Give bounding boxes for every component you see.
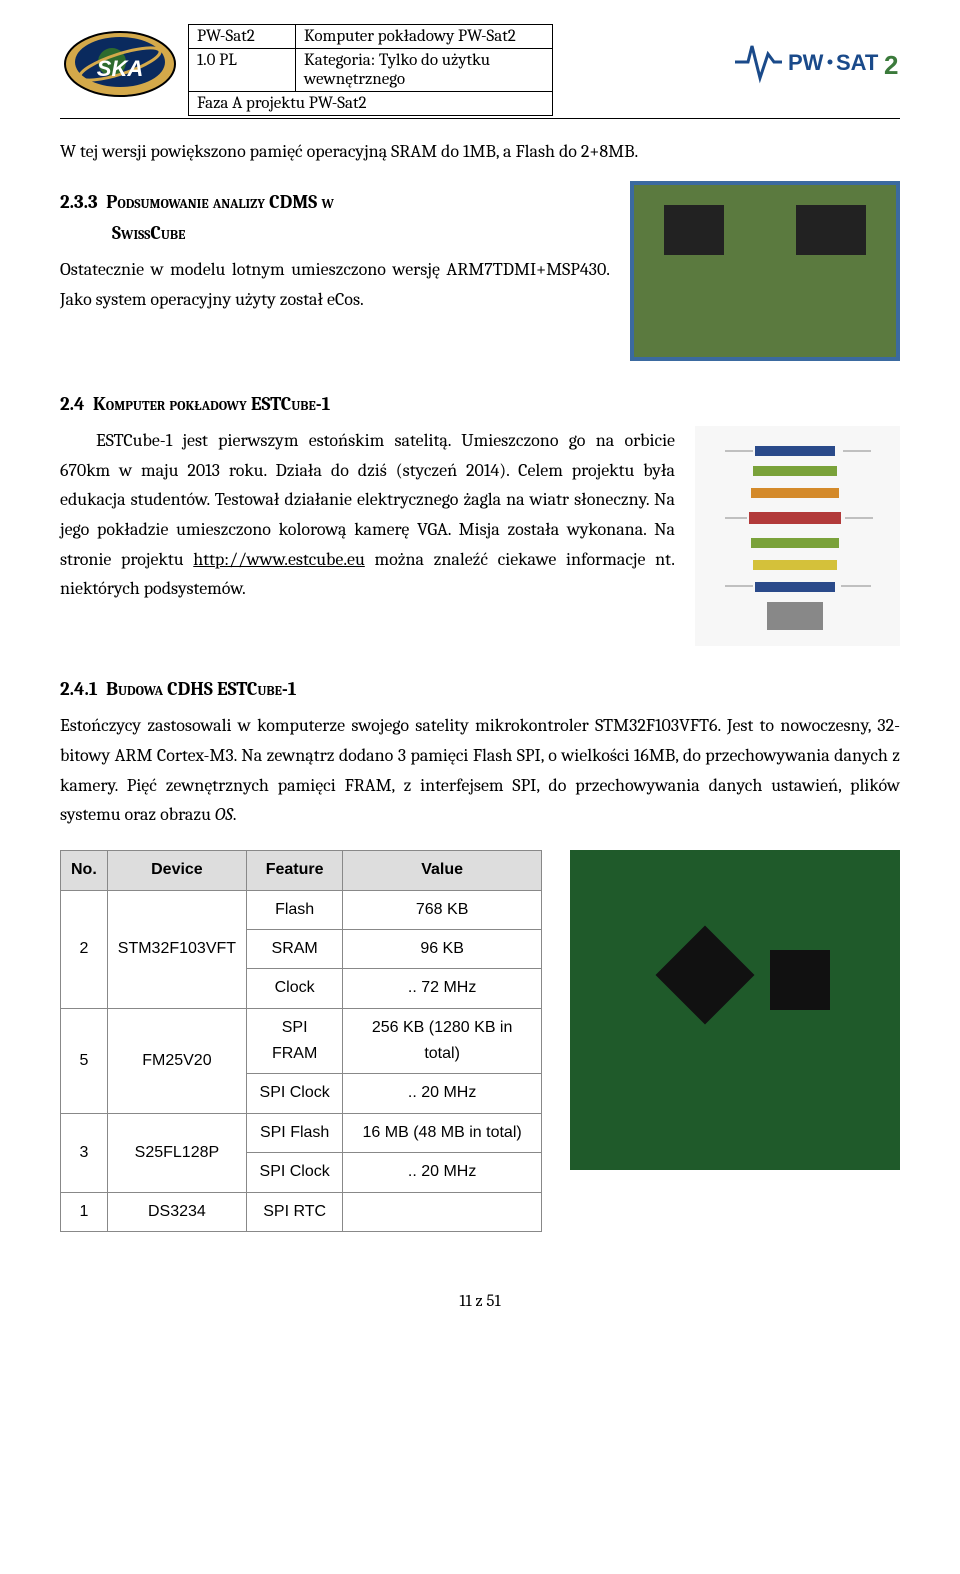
svg-text:2: 2 xyxy=(884,50,898,80)
section-title: Budowa CDHS ESTCube-1 xyxy=(106,678,297,700)
device-table: No. Device Feature Value 2STM32F103VFTFl… xyxy=(60,850,542,1232)
hdr-cell: Faza A projektu PW-Sat2 xyxy=(189,92,553,116)
pwsat-logo: PW SAT 2 xyxy=(730,32,900,92)
table-cell-no: 5 xyxy=(61,1008,108,1113)
hdr-cell: Komputer pokładowy PW-Sat2 xyxy=(296,25,553,49)
table-header: No. xyxy=(61,851,108,890)
hdr-cell: PW-Sat2 xyxy=(189,25,296,49)
table-cell-feature: SPI Flash xyxy=(247,1113,343,1152)
page-number: 11 z 51 xyxy=(60,1292,900,1311)
section-title: Komputer pokładowy ESTCube-1 xyxy=(93,393,330,415)
svg-text:PW: PW xyxy=(788,50,824,75)
table-header: Device xyxy=(107,851,246,890)
table-cell-feature: SPI Clock xyxy=(247,1153,343,1192)
section-number: 2.4.1 xyxy=(60,678,98,700)
estcube-exploded-diagram xyxy=(695,426,900,646)
svg-text:SAT: SAT xyxy=(836,50,879,75)
table-cell-device: STM32F103VFT xyxy=(107,890,246,1008)
table-cell-no: 1 xyxy=(61,1192,108,1231)
table-header: Feature xyxy=(247,851,343,890)
table-header: Value xyxy=(343,851,542,890)
table-cell-value xyxy=(343,1192,542,1231)
swisscube-board-image xyxy=(630,181,900,361)
table-cell-device: DS3234 xyxy=(107,1192,246,1231)
section-241-text: Estończycy zastosowali w komputerze swoj… xyxy=(60,711,900,830)
svg-text:SKA: SKA xyxy=(97,56,143,81)
section-number: 2.4 xyxy=(60,393,85,415)
table-cell-value: .. 72 MHz xyxy=(343,969,542,1008)
estcube-link[interactable]: http://www.estcube.eu xyxy=(193,549,365,570)
estcube-pcb-image xyxy=(570,850,900,1170)
header-info-table: PW-Sat2 Komputer pokładowy PW-Sat2 1.0 P… xyxy=(188,24,553,116)
page-header: SKA PW-Sat2 Komputer pokładowy PW-Sat2 1… xyxy=(60,24,900,119)
ska-logo: SKA xyxy=(60,24,180,104)
table-cell-no: 3 xyxy=(61,1113,108,1192)
table-cell-feature: Flash xyxy=(247,890,343,929)
section-241-heading: 2.4.1 Budowa CDHS ESTCube-1 xyxy=(60,674,900,705)
table-cell-value: 96 KB xyxy=(343,929,542,968)
table-cell-value: 16 MB (48 MB in total) xyxy=(343,1113,542,1152)
hdr-cell: Kategoria: Tylko do użytku wewnętrznego xyxy=(296,49,553,92)
section-title-line2: SwissCube xyxy=(112,222,185,244)
table-cell-value: .. 20 MHz xyxy=(343,1153,542,1192)
text-emphasis: OS xyxy=(215,804,233,825)
section-number: 2.3.3 xyxy=(60,191,98,213)
table-cell-feature: SRAM xyxy=(247,929,343,968)
text-part: . xyxy=(233,804,237,825)
section-24-heading: 2.4 Komputer pokładowy ESTCube-1 xyxy=(60,389,900,420)
table-cell-feature: Clock xyxy=(247,969,343,1008)
table-cell-feature: SPI FRAM xyxy=(247,1008,343,1074)
text-part: Estończycy zastosowali w komputerze swoj… xyxy=(60,715,900,825)
table-cell-no: 2 xyxy=(61,890,108,1008)
table-cell-feature: SPI RTC xyxy=(247,1192,343,1231)
intro-paragraph: W tej wersji powiększono pamięć operacyj… xyxy=(60,137,900,167)
table-cell-value: 256 KB (1280 KB in total) xyxy=(343,1008,542,1074)
hdr-cell: 1.0 PL xyxy=(189,49,296,92)
table-cell-device: S25FL128P xyxy=(107,1113,246,1192)
table-cell-value: .. 20 MHz xyxy=(343,1074,542,1113)
table-cell-feature: SPI Clock xyxy=(247,1074,343,1113)
section-title: Podsumowanie analizy CDMS w xyxy=(106,191,334,213)
table-cell-value: 768 KB xyxy=(343,890,542,929)
table-cell-device: FM25V20 xyxy=(107,1008,246,1113)
